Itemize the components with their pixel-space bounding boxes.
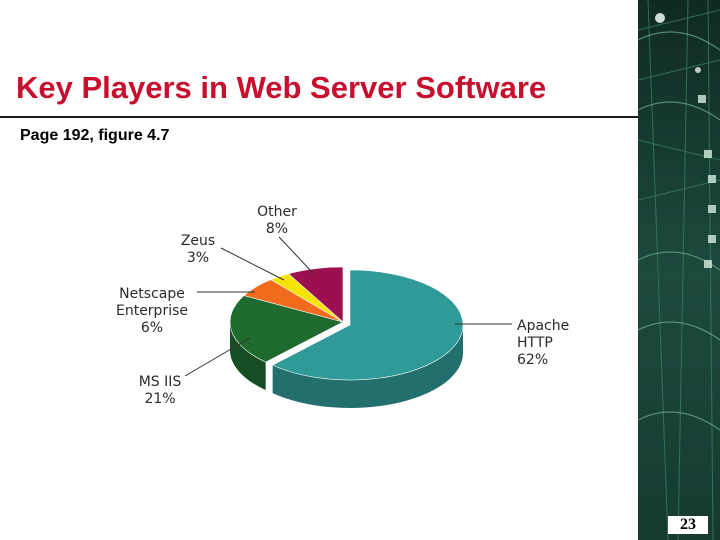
pie-slice xyxy=(229,295,344,363)
slice-percent-label: 21% xyxy=(144,391,175,407)
slide-title: Key Players in Web Server Software xyxy=(16,70,547,105)
decorative-sidebar-image xyxy=(638,0,720,540)
pie-slice xyxy=(271,269,464,381)
leader-line xyxy=(184,337,251,377)
figure-reference: Page 192, figure 4.7 xyxy=(20,127,170,144)
slice-name-label: Enterprise xyxy=(116,303,188,319)
slice-percent-label: 8% xyxy=(266,221,288,237)
slice-name-label: Apache xyxy=(517,318,569,334)
leader-line xyxy=(278,236,314,274)
page-number: 23 xyxy=(668,516,708,534)
leader-line xyxy=(220,247,285,281)
slice-percent-label: 6% xyxy=(141,320,163,336)
pie-slice xyxy=(287,266,344,323)
slice-name-label: Zeus xyxy=(181,233,215,249)
slice-percent-label: 3% xyxy=(187,250,209,266)
slice-name-label: HTTP xyxy=(517,335,553,351)
pie-slice-side xyxy=(272,325,463,408)
title-divider xyxy=(0,116,640,118)
slice-name-label: MS IIS xyxy=(139,374,182,390)
slice-percent-label: 62% xyxy=(517,352,548,368)
slice-name-label: Netscape xyxy=(119,286,185,302)
slice-name-label: Other xyxy=(257,204,297,220)
pie-slice-side xyxy=(230,322,266,391)
